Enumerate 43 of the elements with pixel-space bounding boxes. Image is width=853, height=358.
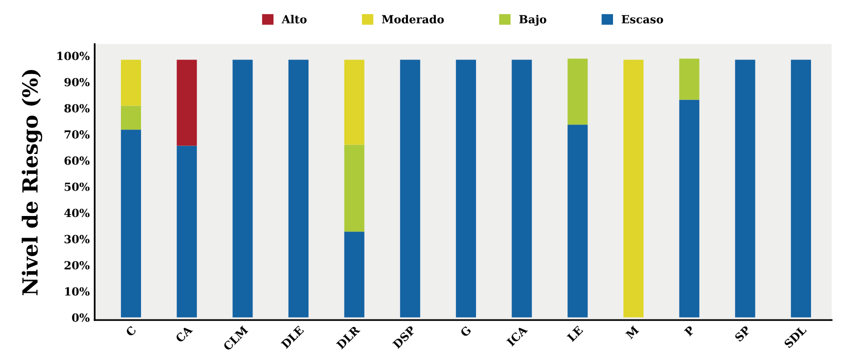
y-tick-label: 70% (64, 130, 90, 139)
bar (456, 60, 476, 318)
x-tick-label: CA (174, 324, 193, 344)
y-tick-label: 40% (64, 208, 90, 218)
bar (512, 60, 532, 318)
bar (288, 60, 309, 318)
x-tick-label: LE (566, 326, 584, 342)
legend-label: Escaso (622, 15, 664, 24)
legend-label: Bajo (519, 14, 546, 26)
y-tick-label: 80% (64, 104, 90, 113)
bar (735, 60, 756, 318)
bar (344, 144, 364, 232)
y-tick-label: 20% (64, 261, 90, 270)
x-tick-label: G (460, 326, 472, 338)
y-tick-label: 60% (64, 156, 90, 165)
y-tick-label: 10% (65, 287, 90, 296)
bar (679, 100, 700, 318)
y-tick-label: 30% (64, 234, 90, 244)
bar (120, 106, 142, 130)
bar (400, 60, 420, 318)
bar (790, 60, 812, 318)
bar (232, 60, 253, 318)
x-tick-label: SP (734, 325, 752, 342)
bar (120, 130, 142, 318)
y-tick-label: 0% (72, 313, 90, 322)
x-tick-label: C (125, 325, 137, 337)
y-tick-label: 100% (57, 52, 90, 60)
bar (568, 124, 588, 318)
y-tick-label: 90% (64, 78, 90, 86)
bar (679, 58, 700, 100)
legend-label: Alto (282, 14, 307, 24)
bar (344, 60, 364, 145)
x-tick-label: M (625, 326, 640, 340)
legend-label: Moderado (382, 14, 444, 24)
y-axis-title: Nivel de Riesgo (%) (22, 70, 42, 296)
x-tick-label: P (684, 325, 696, 336)
bar (176, 146, 197, 318)
bar (623, 60, 644, 318)
bar (120, 60, 142, 106)
bar (176, 60, 197, 146)
y-tick-label: 50% (64, 182, 90, 191)
bar (568, 58, 588, 125)
bar (344, 232, 364, 318)
